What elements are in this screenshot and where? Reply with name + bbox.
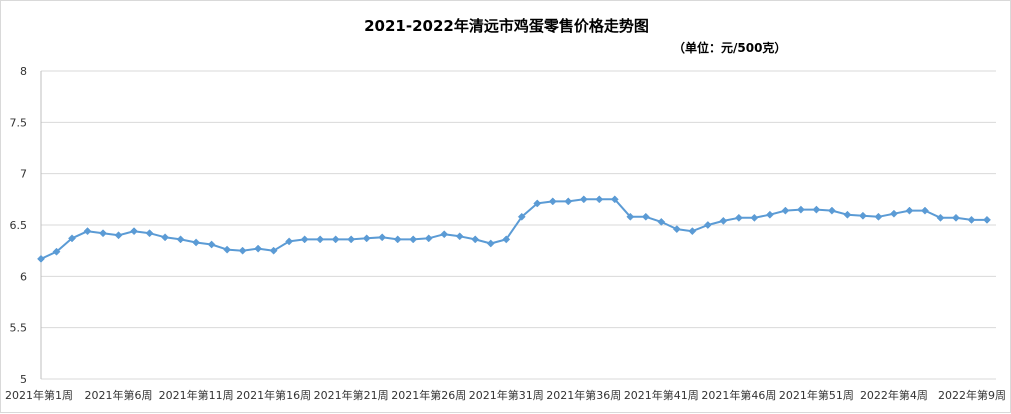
data-point [905, 206, 914, 215]
data-point [641, 212, 650, 221]
data-point [424, 234, 433, 243]
data-point [455, 232, 464, 241]
data-point [223, 245, 232, 254]
x-tick-label: 2021年第11周 [159, 388, 234, 402]
data-point [796, 205, 805, 214]
x-tick-label: 2021年第46周 [701, 388, 776, 402]
data-point [145, 229, 154, 238]
data-point [610, 195, 619, 204]
data-point [331, 235, 340, 244]
data-point [595, 195, 604, 204]
gridlines [41, 70, 996, 380]
data-point [99, 229, 107, 238]
x-tick-label: 2021年第41周 [624, 388, 699, 402]
data-point [983, 215, 991, 224]
data-point [579, 195, 588, 204]
data-point [161, 233, 170, 242]
data-point [347, 235, 356, 244]
x-tick-label: 2022年第9周 [938, 388, 1006, 402]
data-point [533, 199, 542, 208]
data-point [254, 244, 263, 253]
data-point [440, 230, 449, 239]
data-point [967, 215, 976, 224]
data-point [548, 197, 557, 206]
y-tick-label: 5 [20, 373, 27, 386]
data-point [68, 234, 76, 243]
data-point [688, 227, 697, 236]
data-point [238, 246, 247, 255]
data-point [37, 254, 45, 263]
data-points [37, 195, 991, 263]
data-point [672, 225, 681, 234]
data-point [843, 210, 852, 219]
data-point [517, 212, 526, 221]
y-tick-label: 8 [20, 65, 27, 78]
data-point [269, 246, 278, 255]
data-point [765, 210, 774, 219]
data-point [300, 235, 309, 244]
chart-title: 2021-2022年清远市鸡蛋零售价格走势图 [364, 17, 649, 35]
data-point [502, 235, 511, 244]
data-point [316, 235, 325, 244]
data-point [362, 234, 371, 243]
x-tick-label: 2021年第26周 [391, 388, 466, 402]
data-point [952, 213, 960, 222]
data-point [858, 211, 867, 220]
y-tick-label: 7 [20, 168, 27, 181]
data-point [409, 235, 418, 244]
data-point [564, 197, 573, 206]
series-line [40, 198, 987, 260]
data-point [471, 235, 480, 244]
data-point [936, 213, 945, 222]
data-point [285, 237, 294, 246]
x-tick-label: 2021年第21周 [314, 388, 389, 402]
data-point [921, 206, 929, 215]
x-tick-label: 2021年第16周 [236, 388, 311, 402]
data-point [378, 233, 387, 242]
y-tick-label: 6.5 [10, 219, 28, 232]
x-tick-label: 2021年第6周 [85, 388, 153, 402]
x-tick-label: 2021年第31周 [469, 388, 544, 402]
data-point [703, 221, 712, 229]
y-tick-label: 7.5 [10, 116, 28, 129]
data-point [874, 212, 883, 221]
x-tick-label: 2022年第4周 [860, 388, 928, 402]
data-point [719, 216, 728, 225]
x-tick-label: 2021年第36周 [546, 388, 621, 402]
data-point [626, 212, 635, 221]
data-point [114, 231, 123, 240]
data-point [176, 235, 185, 244]
x-tick-label: 2021年第1周 [5, 388, 73, 402]
x-tick-label: 2021年第51周 [779, 388, 854, 402]
data-point [889, 209, 898, 218]
data-point [192, 238, 201, 247]
data-point [734, 213, 743, 222]
data-point [130, 227, 139, 236]
data-point [393, 235, 402, 244]
series-polyline [40, 198, 987, 260]
data-point [812, 205, 821, 214]
data-point [52, 247, 61, 256]
data-point [781, 206, 790, 215]
data-point [207, 240, 216, 249]
data-point [827, 206, 836, 215]
data-point [750, 213, 759, 222]
data-point [83, 227, 92, 236]
y-tick-label: 6 [20, 270, 27, 283]
data-point [486, 239, 495, 248]
chart-unit-subtitle: （单位：元/500克） [673, 41, 787, 55]
data-point [657, 217, 666, 226]
y-tick-label: 5.5 [10, 322, 28, 335]
